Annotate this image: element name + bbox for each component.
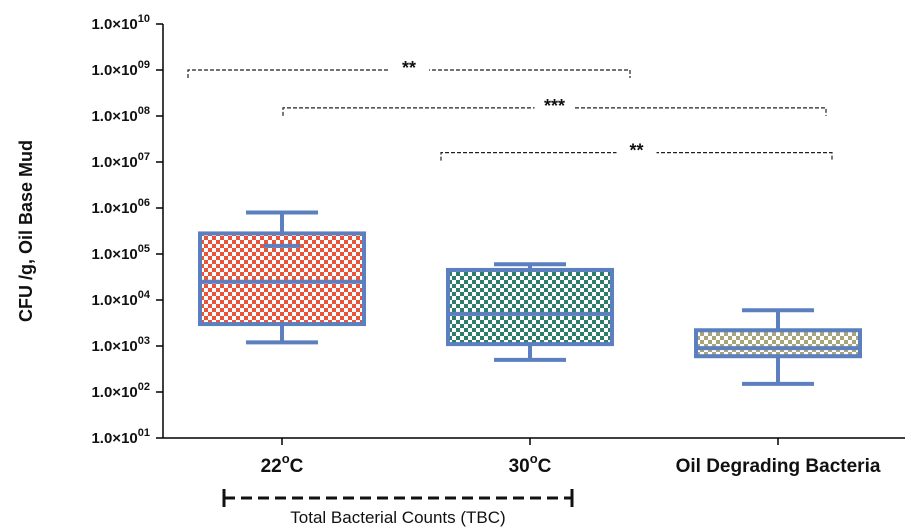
significance-label: ** [402, 58, 416, 78]
y-tick-exponent: 01 [138, 427, 150, 439]
y-tick-mantissa: 1.0×10 [91, 338, 137, 355]
category-label-main: 30 [509, 456, 530, 477]
y-tick-mantissa: 1.0×10 [91, 62, 137, 79]
box-0 [198, 210, 366, 345]
significance-bracket: ** [187, 58, 631, 78]
significance-line [440, 152, 833, 161]
y-tick-label: 1.0×1009 [91, 59, 150, 79]
significance-label: *** [544, 96, 565, 116]
significance-bracket: *** [282, 96, 827, 116]
category-label: Oil Degrading Bacteria [676, 456, 881, 477]
box-iqr [446, 267, 614, 347]
y-tick-exponent: 08 [138, 105, 150, 117]
axes [162, 24, 905, 439]
box-1 [446, 262, 614, 362]
category-label-main: 22 [261, 456, 282, 477]
y-tick-exponent: 05 [138, 243, 150, 255]
significance-gap [389, 67, 429, 73]
group-label: Total Bacterial Counts (TBC) [290, 508, 505, 527]
box-iqr [198, 231, 366, 327]
y-tick-label: 1.0×1005 [91, 243, 150, 263]
category-label: 30oC [509, 451, 552, 477]
y-tick-label: 1.0×1010 [91, 13, 150, 33]
category-label-sup: o [530, 451, 538, 466]
y-tick-exponent: 04 [138, 289, 151, 301]
boxes [198, 210, 862, 386]
y-tick-mantissa: 1.0×10 [91, 200, 137, 217]
y-tick-exponent: 02 [138, 381, 150, 393]
y-tick-mantissa: 1.0×10 [91, 16, 137, 33]
category-label-main: Oil Degrading Bacteria [676, 456, 881, 477]
y-axis-label: CFU /g, Oil Base Mud [16, 140, 36, 322]
y-tick-exponent: 09 [138, 59, 150, 71]
y-tick-mantissa: 1.0×10 [91, 430, 137, 447]
significance-gap [534, 104, 575, 111]
category-label-tail: C [290, 456, 304, 477]
y-tick-label: 1.0×1001 [91, 427, 150, 447]
y-tick-mantissa: 1.0×10 [91, 292, 137, 309]
box-2 [694, 308, 862, 386]
y-tick-exponent: 06 [138, 197, 150, 209]
significance-bracket: ** [440, 141, 833, 161]
significance-gap [616, 149, 657, 156]
x-ticks: 22oC 30oC Oil Degrading Bacteria [261, 438, 881, 477]
y-ticks: 1.0×10101.0×10091.0×10081.0×10071.0×1006… [91, 13, 163, 447]
y-tick-mantissa: 1.0×10 [91, 108, 137, 125]
box-iqr [694, 328, 862, 359]
significance-label: ** [629, 141, 643, 161]
y-tick-mantissa: 1.0×10 [91, 384, 137, 401]
category-label-sup: o [282, 451, 290, 466]
y-tick-label: 1.0×1008 [91, 105, 150, 125]
y-tick-exponent: 10 [138, 13, 150, 25]
y-tick-mantissa: 1.0×10 [91, 154, 137, 171]
y-tick-label: 1.0×1006 [91, 197, 150, 217]
category-label-tail: C [538, 456, 552, 477]
y-tick-label: 1.0×1007 [91, 151, 150, 171]
tbc-group-bracket: Total Bacterial Counts (TBC) [222, 489, 574, 527]
category-label: 22oC [261, 451, 304, 477]
y-tick-mantissa: 1.0×10 [91, 246, 137, 263]
y-tick-label: 1.0×1003 [91, 335, 150, 355]
y-tick-label: 1.0×1004 [91, 289, 150, 309]
y-tick-exponent: 03 [138, 335, 150, 347]
significance-brackets: ******* [187, 58, 833, 161]
y-tick-exponent: 07 [138, 151, 150, 163]
y-tick-label: 1.0×1002 [91, 381, 150, 401]
